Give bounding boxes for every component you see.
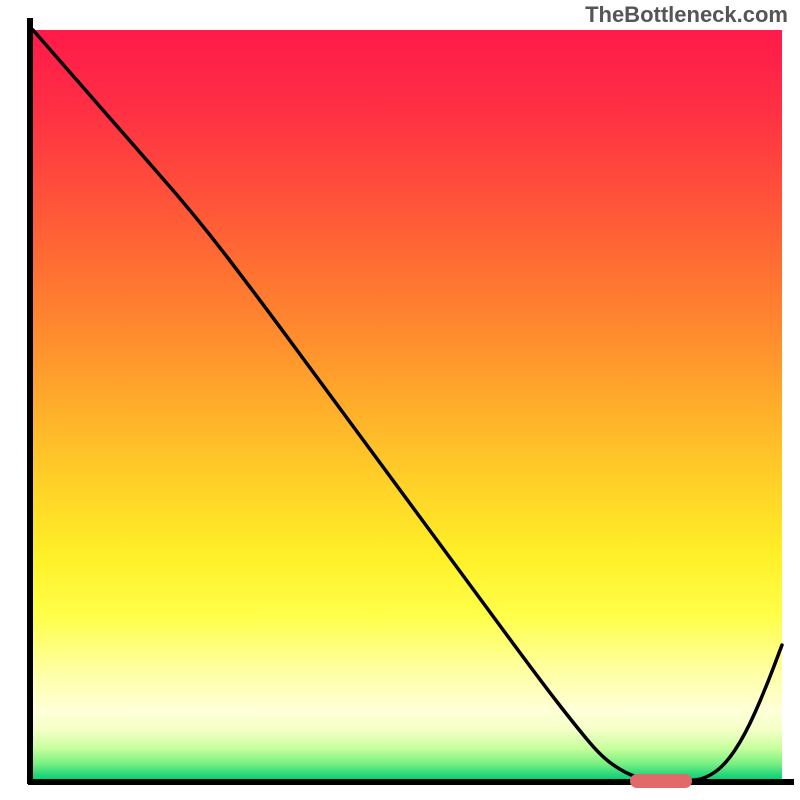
chart-container: { "watermark": "TheBottleneck.com", "cha… [0, 0, 800, 800]
watermark-text: TheBottleneck.com [585, 2, 788, 28]
optimal-marker [630, 774, 692, 788]
bottleneck-chart [0, 0, 800, 800]
plot-area [30, 30, 782, 782]
